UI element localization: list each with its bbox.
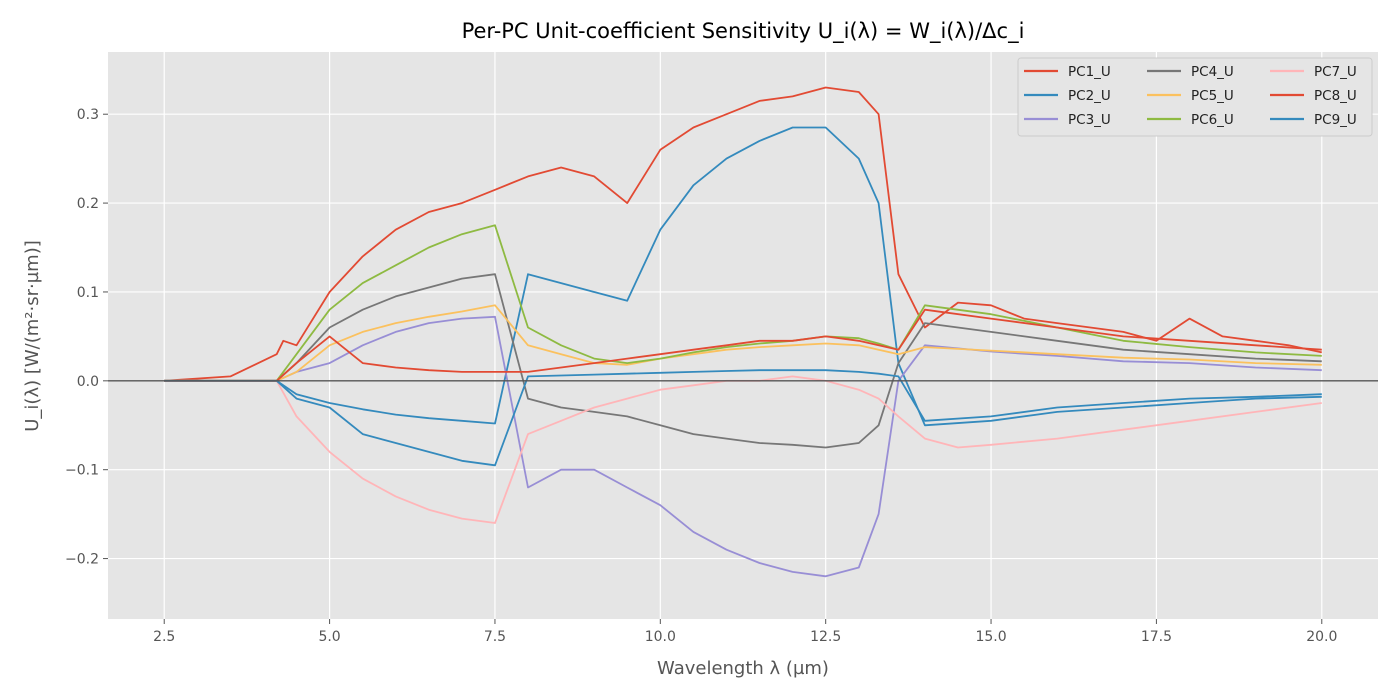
- series-line-pc1-u: [164, 86, 1322, 382]
- series-line-pc5-u: [164, 304, 1322, 382]
- series-line-pc7-u: [164, 375, 1322, 524]
- x-tick-label: 5.0: [318, 629, 340, 645]
- legend-label: PC2_U: [1068, 88, 1111, 104]
- series-line-pc2-u: [164, 126, 1322, 427]
- legend-box: [1017, 57, 1373, 137]
- x-tick-label: 20.0: [1306, 629, 1337, 645]
- series-layer: [108, 86, 1378, 578]
- series-line-pc4-u: [164, 273, 1322, 449]
- x-axis-label: Wavelength λ (µm): [657, 658, 829, 679]
- legend-label: PC1_U: [1068, 64, 1111, 80]
- y-tick-label: 0.2: [77, 196, 99, 212]
- x-tick-label: 12.5: [810, 629, 841, 645]
- y-axis-label: U_i(λ) [W/(m²·sr·µm)]: [22, 240, 43, 432]
- x-tick-label: 7.5: [484, 629, 506, 645]
- legend-label: PC7_U: [1314, 64, 1357, 80]
- series-line-pc3-u: [164, 315, 1322, 578]
- tick-layer: 2.5 5.0 7.5 10.0 12.5 15.0 17.5 20.0 −0.2 −0.1 0.0…: [65, 107, 1337, 645]
- plot-background: [108, 52, 1378, 619]
- y-tick-label: −0.1: [65, 463, 99, 479]
- series-line-pc9-u: [164, 369, 1322, 467]
- x-tick-label: 17.5: [1141, 629, 1172, 645]
- legend-label: PC4_U: [1191, 64, 1234, 80]
- legend-label: PC3_U: [1068, 112, 1111, 128]
- series-line-pc6-u: [164, 224, 1322, 382]
- legend: PC1_U PC2_U PC3_U PC4_U PC5_U PC6_U PC7_U PC8_U…: [1017, 57, 1373, 137]
- series-line-pc8-u: [164, 308, 1322, 382]
- legend-label: PC5_U: [1191, 88, 1234, 104]
- legend-label: PC9_U: [1314, 112, 1357, 128]
- chart-title: Per-PC Unit-coefficient Sensitivity U_i(…: [462, 19, 1025, 44]
- x-tick-label: 10.0: [645, 629, 676, 645]
- y-tick-label: −0.2: [65, 552, 99, 568]
- y-tick-label: 0.0: [77, 374, 99, 390]
- y-tick-label: 0.1: [77, 285, 99, 301]
- y-tick-label: 0.3: [77, 107, 99, 123]
- x-tick-label: 15.0: [975, 629, 1006, 645]
- legend-label: PC6_U: [1191, 112, 1234, 128]
- legend-label: PC8_U: [1314, 88, 1357, 104]
- x-tick-label: 2.5: [153, 629, 175, 645]
